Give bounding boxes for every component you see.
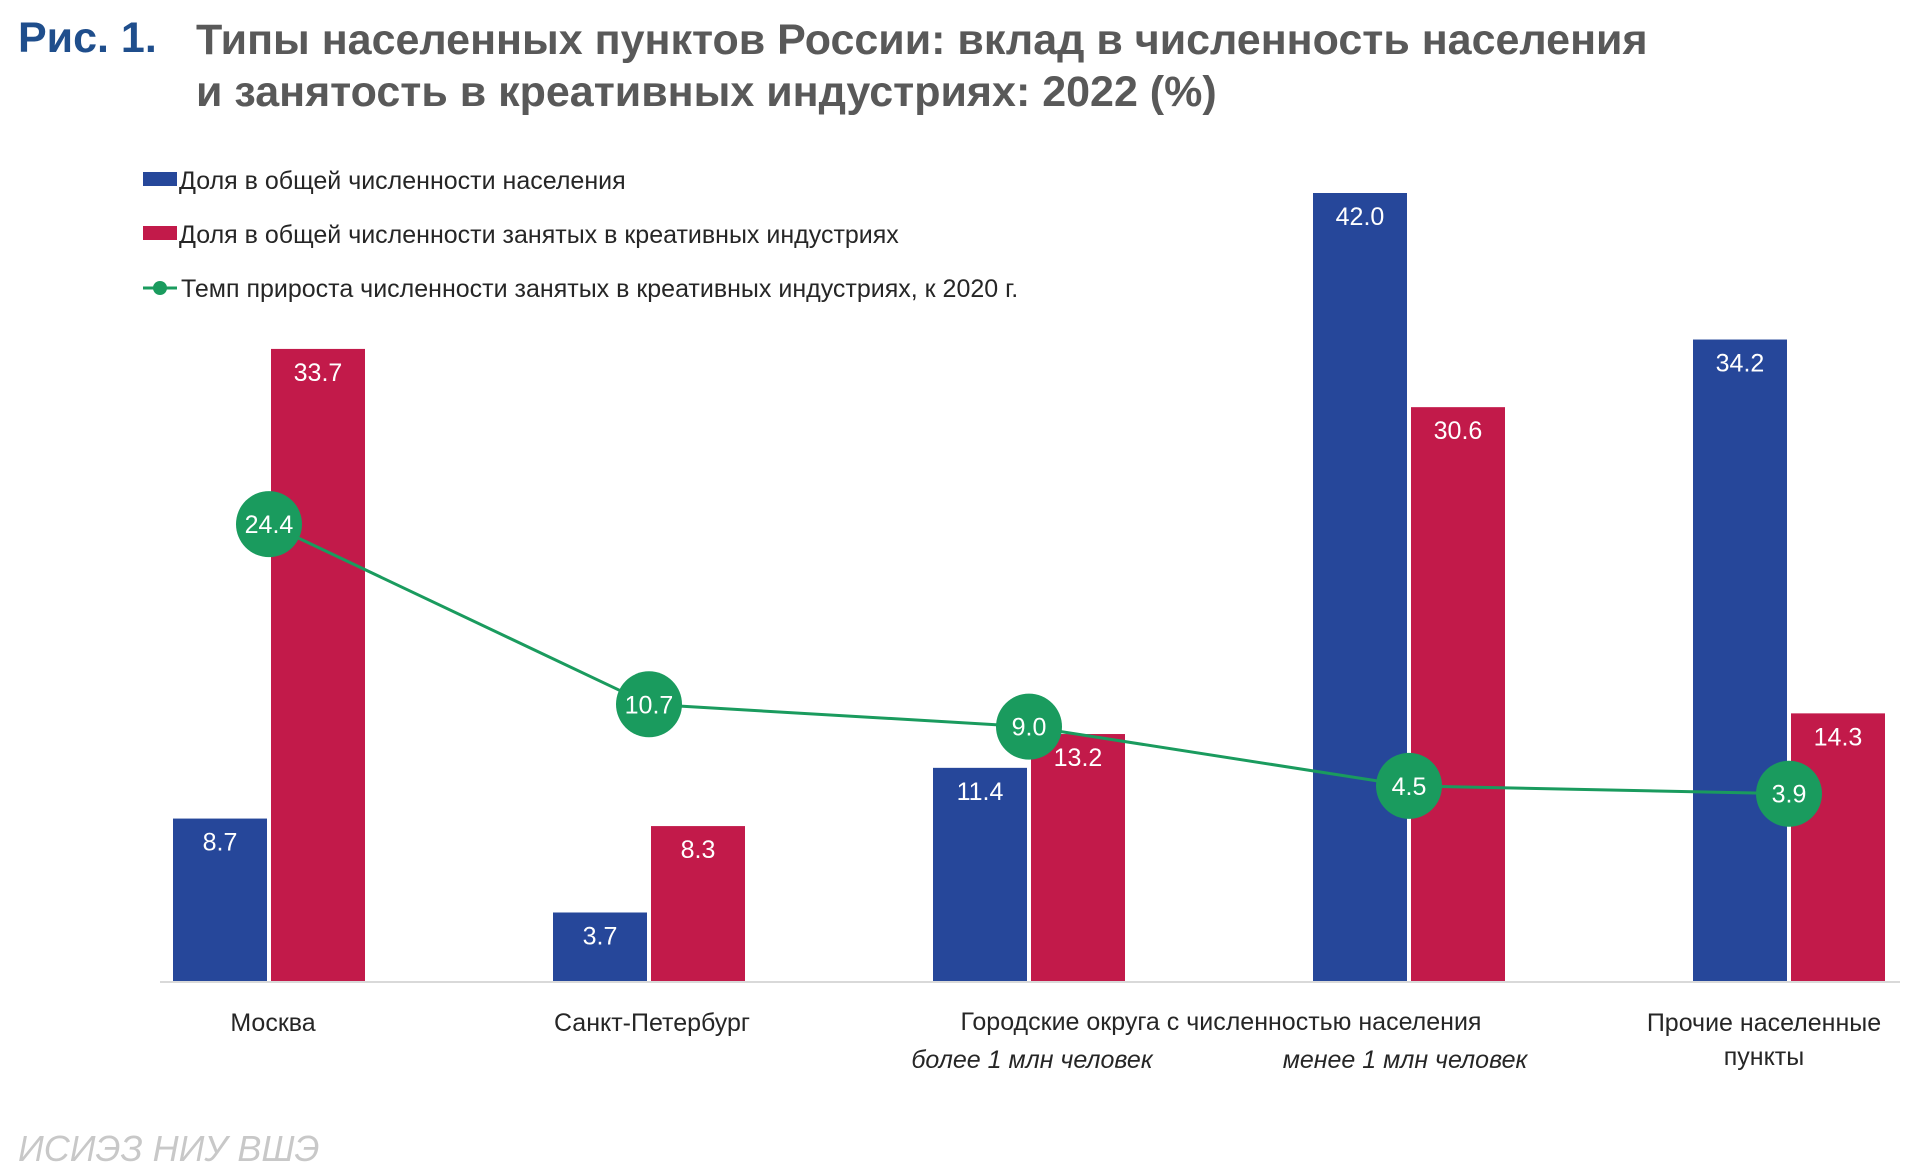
growth-label-1: 24.4 [245, 511, 294, 539]
data-label-employment-1: 33.7 [294, 359, 343, 387]
figure-label: Рис. 1. [18, 14, 157, 62]
source-note: ИСИЭЗ НИУ ВШЭ [18, 1128, 320, 1169]
data-label-population-3: 11.4 [957, 778, 1004, 806]
data-label-population-1: 8.7 [203, 829, 238, 857]
bar-population-3 [933, 767, 1027, 982]
growth-label-2: 10.7 [625, 691, 674, 719]
growth-point-1 [236, 491, 302, 558]
category-label-2: Санкт-Петербург [554, 1009, 750, 1037]
data-label-employment-3: 13.2 [1054, 744, 1103, 772]
bar-employment-5 [1791, 713, 1885, 982]
chart-title: Типы населенных пунктов России: вклад в … [196, 14, 1648, 118]
data-label-population-4: 42.0 [1336, 203, 1385, 231]
category-label-4: менее 1 млн человек [1283, 1046, 1529, 1074]
bar-employment-4 [1411, 407, 1505, 983]
data-label-employment-2: 8.3 [681, 836, 716, 864]
growth-label-3: 9.0 [1012, 714, 1047, 742]
bar-population-5 [1693, 339, 1787, 982]
bar-population-4 [1313, 193, 1407, 982]
legend-swatch-employment [143, 226, 177, 240]
growth-point-3 [996, 693, 1062, 760]
chart-title-line-1: Типы населенных пунктов России: вклад в … [196, 16, 1648, 64]
chart-title-line-2: и занятость в креативных индустриях: 202… [196, 68, 1217, 116]
category-label-5-line-1: Прочие населенные [1647, 1009, 1881, 1037]
bar-employment-3 [1031, 734, 1125, 982]
growth-point-4 [1376, 752, 1442, 819]
growth-label-4: 4.5 [1392, 773, 1427, 801]
category-label-1: Москва [230, 1009, 315, 1037]
data-label-population-2: 3.7 [583, 922, 618, 950]
legend-label-population: Доля в общей численности населения [179, 167, 626, 195]
bar-employment-2 [651, 826, 745, 982]
growth-label-5: 3.9 [1772, 781, 1807, 809]
bar-population-1 [173, 818, 267, 982]
data-label-population-5: 34.2 [1716, 350, 1765, 378]
category-label-shared: Городские округа с численностью населени… [961, 1008, 1482, 1036]
category-label-3: более 1 млн человек [911, 1046, 1153, 1074]
category-label-5-line-2: пункты [1724, 1043, 1804, 1071]
chart: 8.7 33.7 3.7 8.3 11.4 13.2 42.0 30.6 34.2 14.3 24.… [143, 167, 1900, 1074]
data-label-employment-5: 14.3 [1814, 723, 1863, 751]
legend-marker-growth [153, 281, 167, 295]
growth-point-2 [616, 671, 682, 738]
bar-population-2 [553, 912, 647, 982]
growth-point-5 [1756, 760, 1822, 827]
legend-label-growth: Темп прироста численности занятых в креа… [181, 275, 1018, 303]
legend-swatch-population [143, 172, 177, 186]
data-label-employment-4: 30.6 [1434, 417, 1483, 445]
legend-label-employment: Доля в общей численности занятых в креат… [179, 221, 899, 249]
bar-employment-1 [271, 348, 365, 983]
